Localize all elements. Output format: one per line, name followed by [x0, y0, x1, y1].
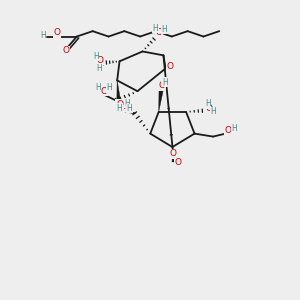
Text: O: O [224, 126, 232, 135]
Text: H: H [231, 124, 237, 133]
Text: O: O [175, 158, 182, 167]
Text: H: H [93, 52, 98, 61]
Text: O: O [116, 100, 123, 109]
Text: H: H [117, 104, 122, 113]
Text: H: H [106, 83, 112, 92]
Text: H: H [210, 107, 216, 116]
Text: O: O [156, 28, 163, 38]
Text: H: H [97, 64, 102, 73]
Text: H: H [152, 24, 158, 33]
Text: H: H [124, 99, 130, 108]
Text: H: H [161, 25, 167, 34]
Text: H: H [95, 83, 100, 92]
Text: O: O [63, 46, 70, 55]
Text: O: O [158, 81, 165, 90]
Text: O: O [205, 103, 212, 112]
Text: O: O [169, 149, 176, 158]
Polygon shape [159, 90, 163, 112]
Text: H: H [127, 104, 132, 113]
Text: O: O [166, 61, 173, 70]
Text: O: O [96, 56, 103, 65]
Polygon shape [117, 80, 120, 100]
Polygon shape [172, 147, 176, 161]
Text: H: H [162, 77, 168, 86]
Text: H: H [205, 99, 211, 108]
Text: O: O [119, 102, 126, 111]
Text: H: H [40, 32, 46, 40]
Text: O: O [100, 87, 107, 96]
Text: O: O [54, 28, 61, 37]
